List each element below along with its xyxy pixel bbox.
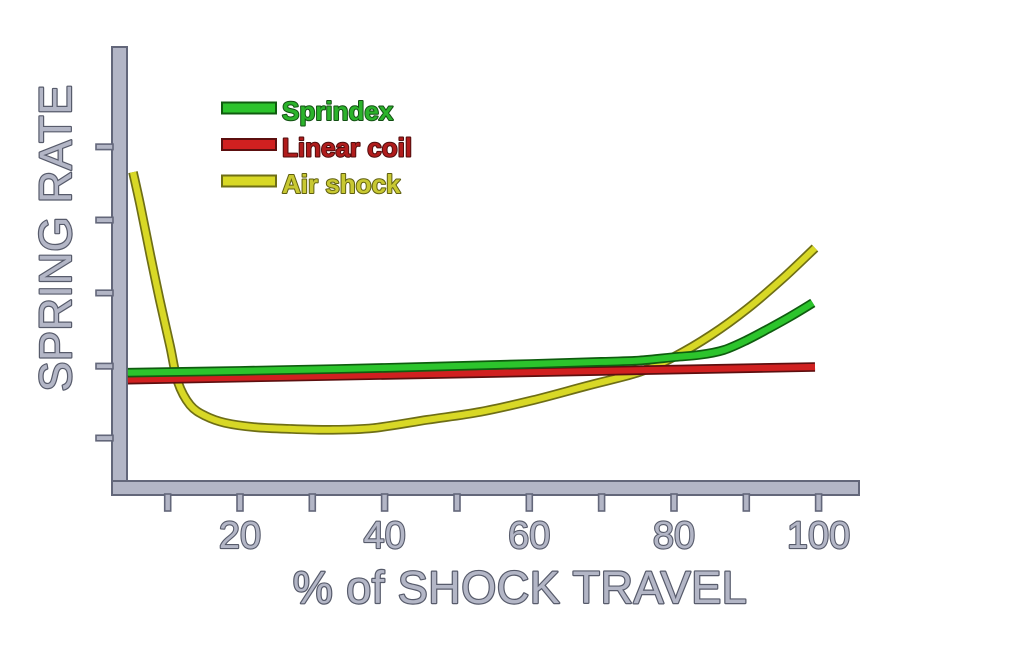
x-tick-label-100: 100 xyxy=(787,515,850,557)
x-axis-title: % of SHOCK TRAVEL xyxy=(293,562,747,613)
legend-label-linear-coil: Linear coil xyxy=(282,133,412,163)
curve-air-shock xyxy=(129,171,818,433)
axes-layer xyxy=(95,46,860,512)
x-tick-labels: 20 40 60 80 100 xyxy=(218,514,852,558)
y-axis-bar xyxy=(111,46,128,496)
x-tick-20 xyxy=(236,493,244,512)
x-tick-100 xyxy=(814,493,823,512)
legend-label-sprindex: Sprindex xyxy=(282,96,394,126)
curve-linear-coil xyxy=(127,363,816,383)
y-ticks xyxy=(95,143,114,442)
legend-swatch-linear-coil xyxy=(221,138,277,151)
y-tick-3 xyxy=(95,289,114,297)
x-tick-30 xyxy=(308,493,317,512)
legend-item-linear-coil: Linear coil xyxy=(221,132,413,164)
legend-swatch-sprindex xyxy=(221,101,277,115)
x-tick-label-40: 40 xyxy=(363,515,405,557)
x-tick-label-60: 60 xyxy=(508,515,550,557)
x-ticks xyxy=(163,493,823,512)
curves-layer xyxy=(127,171,819,435)
legend-item-air-shock: Air shock xyxy=(221,168,402,200)
x-tick-50 xyxy=(453,493,461,512)
x-tick-90 xyxy=(742,493,751,512)
y-axis-title: SPRING RATE xyxy=(30,84,81,391)
x-tick-10 xyxy=(163,493,172,512)
legend-item-sprindex: Sprindex xyxy=(221,95,395,127)
x-axis-bar xyxy=(111,480,860,496)
x-tick-label-20: 20 xyxy=(219,515,261,557)
legend-label-air-shock: Air shock xyxy=(282,169,401,199)
x-tick-80 xyxy=(670,493,678,512)
x-tick-label-80: 80 xyxy=(653,515,695,557)
x-tick-40 xyxy=(380,493,389,512)
x-tick-70 xyxy=(597,493,606,512)
curve-outline-air-shock xyxy=(128,171,819,435)
legend-swatch-air-shock xyxy=(221,174,277,188)
y-tick-2 xyxy=(95,216,114,224)
y-tick-5 xyxy=(95,434,114,442)
curve-sprindex xyxy=(127,300,815,376)
y-tick-4 xyxy=(95,362,114,370)
y-tick-1 xyxy=(95,143,114,151)
legend: Sprindex Linear coil Air shock xyxy=(221,95,413,200)
x-tick-60 xyxy=(525,493,534,512)
